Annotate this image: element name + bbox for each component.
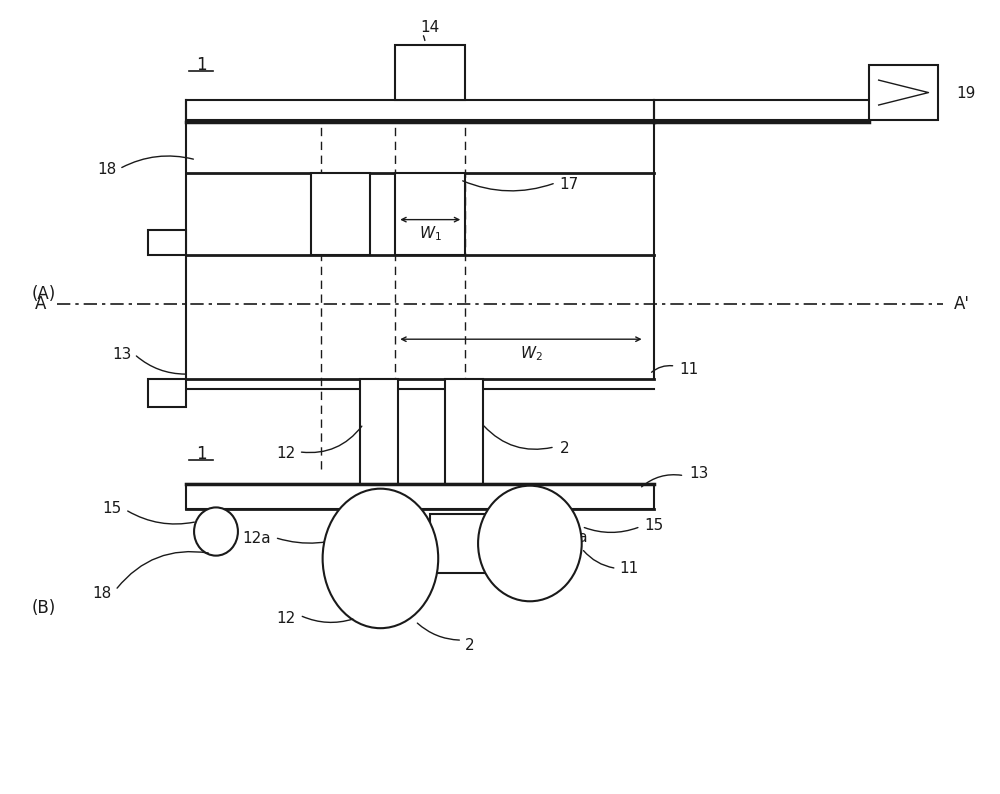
Text: 18: 18 [97, 162, 116, 177]
Text: (B): (B) [32, 599, 56, 617]
Text: 13: 13 [689, 466, 709, 481]
Text: 18: 18 [92, 586, 111, 601]
Text: 1: 1 [196, 445, 206, 463]
Bar [360, 379, 398, 499]
Text: 15: 15 [102, 501, 121, 516]
Ellipse shape [478, 486, 582, 601]
Text: $W_1$: $W_1$ [419, 224, 442, 243]
Text: 19: 19 [956, 86, 976, 101]
Text: 15: 15 [644, 518, 664, 533]
Text: A': A' [953, 295, 969, 314]
Text: 12: 12 [276, 611, 296, 626]
Text: 12: 12 [276, 446, 296, 461]
Text: 2: 2 [560, 441, 569, 457]
Bar [395, 173, 465, 255]
Text: 1: 1 [196, 56, 206, 74]
Text: 14: 14 [421, 20, 440, 35]
Text: 13: 13 [112, 347, 131, 361]
Text: 17: 17 [560, 177, 579, 192]
Bar [186, 484, 654, 509]
Text: $W_2$: $W_2$ [520, 344, 542, 363]
Bar [869, 65, 938, 120]
Text: 2: 2 [465, 638, 475, 653]
Text: 11a: 11a [560, 530, 588, 545]
Bar [395, 45, 465, 100]
Bar [186, 100, 654, 120]
Text: 12a: 12a [242, 531, 271, 546]
Bar [311, 173, 370, 255]
Ellipse shape [194, 507, 238, 556]
Text: (A): (A) [32, 285, 56, 303]
Text: 11: 11 [620, 561, 639, 576]
Ellipse shape [323, 488, 438, 628]
Bar [148, 379, 186, 407]
Text: 11: 11 [679, 361, 699, 376]
Bar [430, 514, 498, 573]
Text: A: A [35, 295, 47, 314]
Bar [445, 379, 483, 499]
Bar [148, 229, 186, 255]
Bar [346, 514, 413, 573]
